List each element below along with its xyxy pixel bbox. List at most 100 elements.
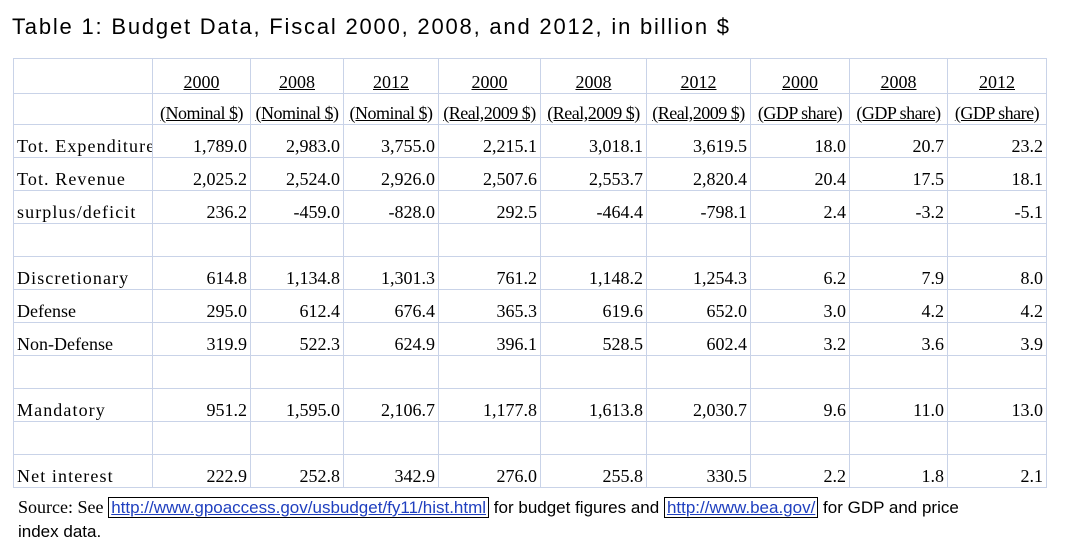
table-cell: 2,025.2 xyxy=(152,157,251,191)
table-row: Mandatory 951.2 1,595.0 2,106.7 1,177.8 … xyxy=(13,388,1047,422)
table-cell: 365.3 xyxy=(438,289,541,323)
table-cell: 3.0 xyxy=(750,289,850,323)
row-label: Tot. Expenditure xyxy=(13,124,153,158)
table-cell: 2,983.0 xyxy=(250,124,344,158)
year-header: 2000 xyxy=(152,58,251,94)
table-cell: 9.6 xyxy=(750,388,850,422)
table-cell: 8.0 xyxy=(947,256,1047,290)
table-cell: 6.2 xyxy=(750,256,850,290)
unit-header: (Nominal $) xyxy=(343,93,439,125)
table-cell: 292.5 xyxy=(438,190,541,224)
table-cell: 602.4 xyxy=(646,322,751,356)
table-row: Non-Defense 319.9 522.3 624.9 396.1 528.… xyxy=(13,322,1047,356)
spacer-row xyxy=(13,223,1047,257)
table-cell: 2.1 xyxy=(947,454,1047,488)
table-cell: -5.1 xyxy=(947,190,1047,224)
table-cell: 951.2 xyxy=(152,388,251,422)
header-corner-cell xyxy=(13,58,153,94)
table-cell: 522.3 xyxy=(250,322,344,356)
budget-table: 2000 2008 2012 2000 2008 2012 2000 2008 … xyxy=(13,58,1047,488)
year-header: 2000 xyxy=(438,58,541,94)
year-header-row: 2000 2008 2012 2000 2008 2012 2000 2008 … xyxy=(13,58,1047,94)
source-note: Source: See http://www.gpoaccess.gov/usb… xyxy=(18,495,978,544)
row-label: Net interest xyxy=(13,454,153,488)
unit-header: (Real,2009 $) xyxy=(438,93,541,125)
table-cell: -459.0 xyxy=(250,190,344,224)
spacer-row xyxy=(13,421,1047,455)
table-cell: 624.9 xyxy=(343,322,439,356)
table-cell: 3.9 xyxy=(947,322,1047,356)
table-cell: 2.4 xyxy=(750,190,850,224)
table-cell: 761.2 xyxy=(438,256,541,290)
table-cell: 2.2 xyxy=(750,454,850,488)
table-cell: -798.1 xyxy=(646,190,751,224)
bea-link[interactable]: http://www.bea.gov/ xyxy=(663,497,819,518)
table-cell: -3.2 xyxy=(849,190,948,224)
table-cell: 13.0 xyxy=(947,388,1047,422)
table-cell: 1,148.2 xyxy=(540,256,647,290)
unit-header-row: (Nominal $) (Nominal $) (Nominal $) (Rea… xyxy=(13,93,1047,125)
unit-header: (Nominal $) xyxy=(250,93,344,125)
unit-header: (Nominal $) xyxy=(152,93,251,125)
table-cell: 396.1 xyxy=(438,322,541,356)
table-row: Tot. Expenditure 1,789.0 2,983.0 3,755.0… xyxy=(13,124,1047,158)
year-header: 2008 xyxy=(849,58,948,94)
table-cell: 295.0 xyxy=(152,289,251,323)
table-cell: 2,215.1 xyxy=(438,124,541,158)
unit-header: (Real,2009 $) xyxy=(540,93,647,125)
table-cell: 2,030.7 xyxy=(646,388,751,422)
year-header: 2008 xyxy=(250,58,344,94)
table-row: Defense 295.0 612.4 676.4 365.3 619.6 65… xyxy=(13,289,1047,323)
table-cell: 652.0 xyxy=(646,289,751,323)
table-cell: 3,018.1 xyxy=(540,124,647,158)
table-cell: 18.1 xyxy=(947,157,1047,191)
table-cell: 3,755.0 xyxy=(343,124,439,158)
table-cell: 3.2 xyxy=(750,322,850,356)
table-cell: 1,595.0 xyxy=(250,388,344,422)
table-cell: 11.0 xyxy=(849,388,948,422)
header-corner-cell xyxy=(13,93,153,125)
table-cell: 20.7 xyxy=(849,124,948,158)
table-cell: 20.4 xyxy=(750,157,850,191)
table-cell: 23.2 xyxy=(947,124,1047,158)
table-row: Net interest 222.9 252.8 342.9 276.0 255… xyxy=(13,454,1047,488)
table-cell: 342.9 xyxy=(343,454,439,488)
table-cell: 1,134.8 xyxy=(250,256,344,290)
source-mid-text: for budget figures and xyxy=(493,498,660,517)
table-title: Table 1: Budget Data, Fiscal 2000, 2008,… xyxy=(12,14,731,39)
table-cell: 222.9 xyxy=(152,454,251,488)
table-cell: 4.2 xyxy=(849,289,948,323)
table-cell: 252.8 xyxy=(250,454,344,488)
table-cell: 614.8 xyxy=(152,256,251,290)
table-cell: 330.5 xyxy=(646,454,751,488)
unit-header: (GDP share) xyxy=(750,93,850,125)
table-cell: 319.9 xyxy=(152,322,251,356)
table-cell: 255.8 xyxy=(540,454,647,488)
row-label: Defense xyxy=(13,289,153,323)
year-header: 2012 xyxy=(343,58,439,94)
table-cell: 2,524.0 xyxy=(250,157,344,191)
year-header: 2008 xyxy=(540,58,647,94)
table-row: surplus/deficit 236.2 -459.0 -828.0 292.… xyxy=(13,190,1047,224)
table-cell: 7.9 xyxy=(849,256,948,290)
table-cell: 3,619.5 xyxy=(646,124,751,158)
table-cell: 17.5 xyxy=(849,157,948,191)
year-header: 2000 xyxy=(750,58,850,94)
table-cell: 1,613.8 xyxy=(540,388,647,422)
table-cell: 236.2 xyxy=(152,190,251,224)
table-cell: 612.4 xyxy=(250,289,344,323)
source-tail-text: for GDP and price index data. xyxy=(18,498,959,541)
table-cell: 2,926.0 xyxy=(343,157,439,191)
year-header: 2012 xyxy=(646,58,751,94)
table-cell: 4.2 xyxy=(947,289,1047,323)
table-cell: 1.8 xyxy=(849,454,948,488)
table-cell: 2,507.6 xyxy=(438,157,541,191)
row-label: Discretionary xyxy=(13,256,153,290)
year-header: 2012 xyxy=(947,58,1047,94)
table-cell: -464.4 xyxy=(540,190,647,224)
table-cell: 1,254.3 xyxy=(646,256,751,290)
table-cell: 528.5 xyxy=(540,322,647,356)
table-cell: 619.6 xyxy=(540,289,647,323)
budget-link[interactable]: http://www.gpoaccess.gov/usbudget/fy11/h… xyxy=(108,497,490,518)
unit-header: (Real,2009 $) xyxy=(646,93,751,125)
